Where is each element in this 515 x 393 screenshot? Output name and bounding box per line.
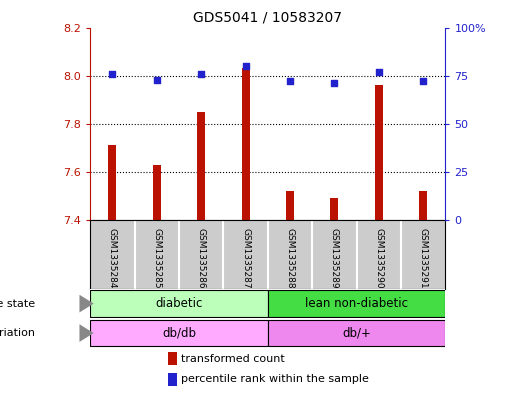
Point bbox=[152, 76, 161, 83]
Bar bbox=[268, 320, 445, 346]
Point bbox=[242, 63, 250, 69]
Bar bbox=[168, 352, 177, 365]
Point bbox=[330, 80, 338, 86]
Point bbox=[197, 71, 205, 77]
Point bbox=[108, 71, 116, 77]
Text: db/db: db/db bbox=[162, 327, 196, 340]
Bar bbox=[153, 165, 161, 220]
Title: GDS5041 / 10583207: GDS5041 / 10583207 bbox=[193, 11, 342, 25]
Text: GSM1335288: GSM1335288 bbox=[285, 228, 295, 289]
Text: db/+: db/+ bbox=[342, 327, 371, 340]
Polygon shape bbox=[79, 324, 94, 342]
Text: GSM1335287: GSM1335287 bbox=[241, 228, 250, 289]
Text: diabetic: diabetic bbox=[156, 297, 202, 310]
Text: transformed count: transformed count bbox=[181, 354, 284, 364]
Text: genotype/variation: genotype/variation bbox=[0, 328, 35, 338]
Bar bbox=[90, 290, 268, 317]
Bar bbox=[108, 145, 116, 220]
Point bbox=[375, 69, 383, 75]
Text: GSM1335291: GSM1335291 bbox=[419, 228, 428, 289]
Bar bbox=[197, 112, 205, 220]
Text: GSM1335286: GSM1335286 bbox=[197, 228, 205, 289]
Text: lean non-diabetic: lean non-diabetic bbox=[305, 297, 408, 310]
Text: disease state: disease state bbox=[0, 299, 35, 309]
Bar bbox=[168, 373, 177, 386]
Bar bbox=[286, 191, 294, 220]
Bar bbox=[90, 320, 268, 346]
Text: GSM1335285: GSM1335285 bbox=[152, 228, 161, 289]
Text: percentile rank within the sample: percentile rank within the sample bbox=[181, 374, 369, 384]
Bar bbox=[419, 191, 427, 220]
Text: GSM1335284: GSM1335284 bbox=[108, 228, 117, 289]
Text: GSM1335289: GSM1335289 bbox=[330, 228, 339, 289]
Point bbox=[419, 78, 427, 84]
Text: GSM1335290: GSM1335290 bbox=[374, 228, 383, 289]
Bar bbox=[268, 290, 445, 317]
Point bbox=[286, 78, 294, 84]
Polygon shape bbox=[79, 295, 94, 312]
Bar bbox=[242, 68, 250, 220]
Bar bbox=[375, 85, 383, 220]
Bar bbox=[331, 198, 338, 220]
